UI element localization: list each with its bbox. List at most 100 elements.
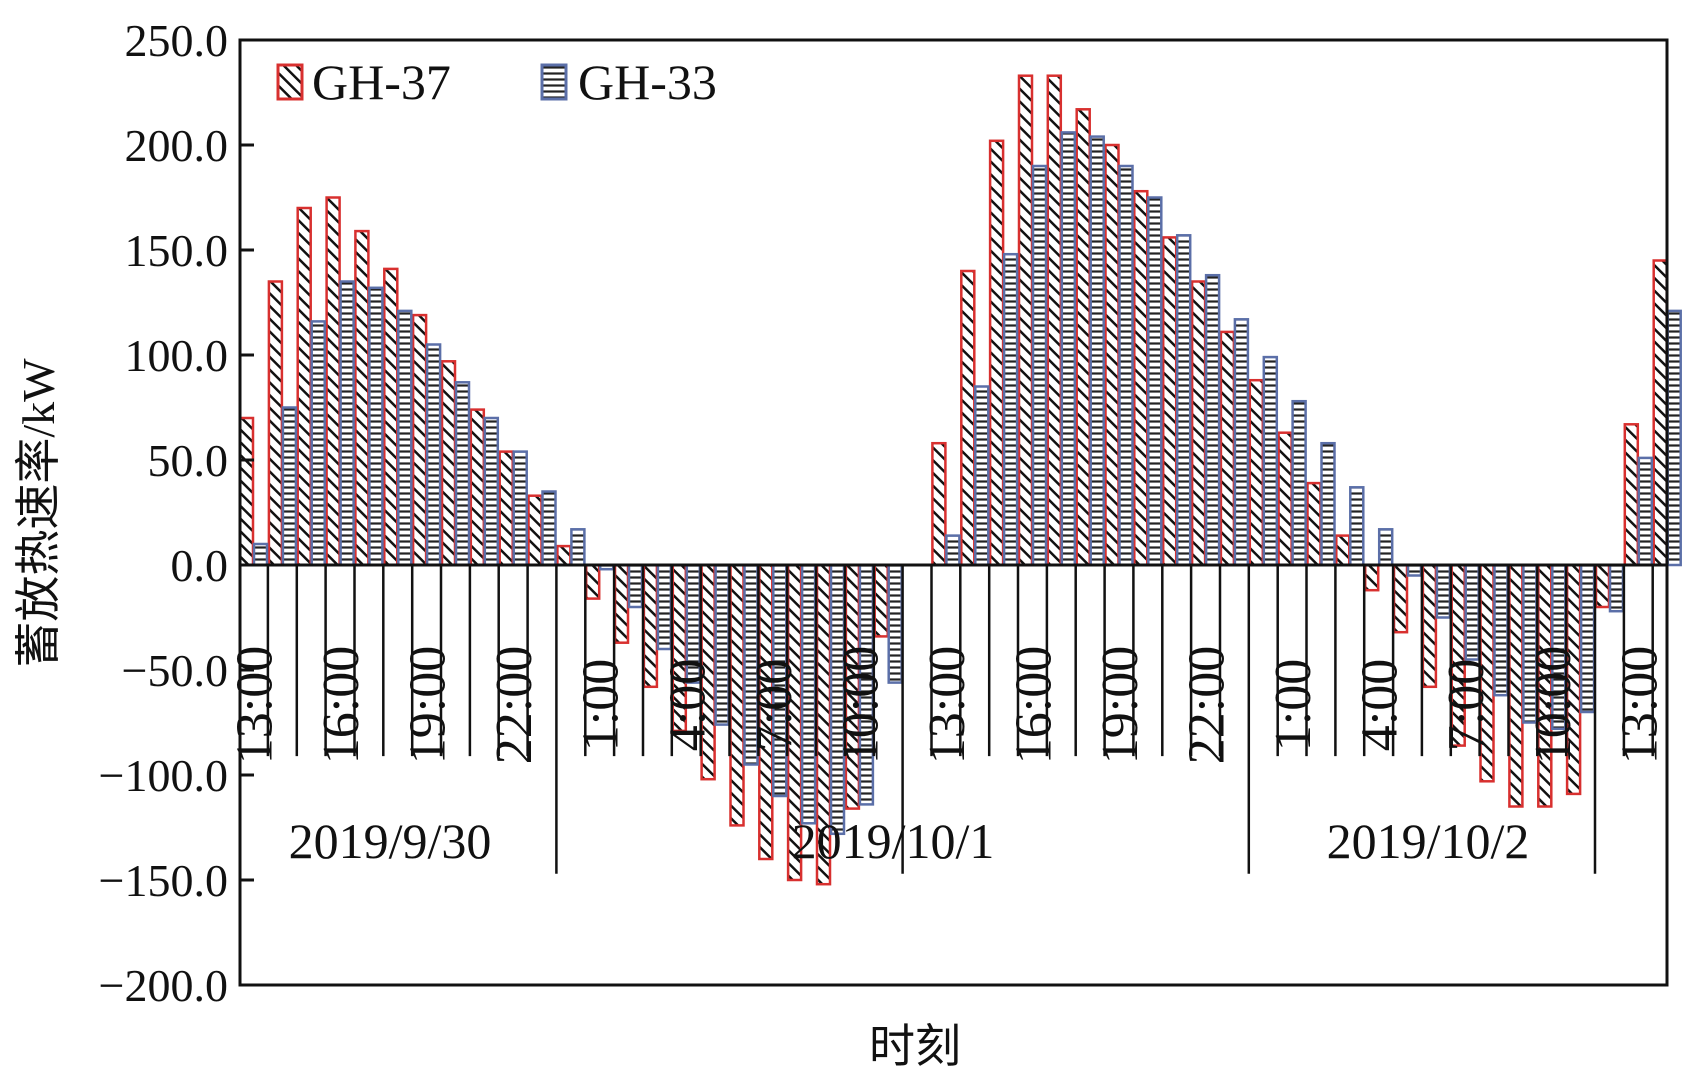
bar-gh-33	[945, 534, 961, 567]
bar-gh-37	[1508, 563, 1524, 808]
bar-gh-37	[960, 269, 976, 567]
bar-gh-37	[469, 408, 486, 567]
y-axis: 250.0 200.0 150.0 100.0 50.0 0.0 −50.0 −100.0 −1…	[99, 15, 254, 1011]
bar-gh-37	[1335, 534, 1351, 567]
x-tick-label: 13:00	[919, 646, 976, 764]
x-axis-title: 时刻	[869, 1021, 961, 1072]
bar-gh-33	[714, 563, 730, 726]
bar-gh-37	[527, 494, 543, 567]
bar-gh-33	[887, 563, 903, 684]
bar-gh-37	[498, 450, 514, 567]
x-tick-label: 19:00	[1092, 646, 1149, 764]
legend-label-gh37: GH-37	[312, 54, 451, 110]
bar-gh-37	[729, 563, 745, 827]
bar-gh-33	[1579, 563, 1596, 714]
bar-gh-33	[368, 286, 384, 567]
x-tick-label: 1:00	[1265, 659, 1322, 751]
bar-gh-37	[1306, 481, 1322, 567]
bar-gh-37	[325, 196, 341, 567]
x-tick-label: 13:00	[1611, 646, 1668, 764]
bar-gh-37	[584, 563, 601, 600]
bar-gh-33	[656, 563, 673, 651]
bar-group	[238, 74, 1682, 886]
bar-gh-33	[252, 542, 269, 567]
x-tick-label: 10:00	[832, 646, 889, 764]
bar-gh-33	[627, 563, 644, 609]
x-tick-label: 4:00	[659, 659, 716, 751]
bar-gh-33	[1204, 273, 1221, 567]
x-tick-label: 16:00	[1006, 646, 1063, 764]
legend: GH-37 GH-33	[276, 54, 717, 110]
bar-gh-33	[425, 343, 442, 567]
bar-gh-37	[642, 563, 659, 689]
bar-gh-37	[1652, 259, 1668, 567]
y-tick-label: −100.0	[99, 750, 228, 801]
bar-gh-37	[1190, 280, 1207, 567]
plot-frame	[238, 38, 1669, 987]
bar-gh-33	[512, 450, 528, 567]
x-tick-label: 22:00	[486, 646, 543, 764]
bar-gh-37	[556, 544, 572, 567]
legend-swatch-gh33	[540, 63, 568, 101]
bar-gh-33	[1031, 164, 1048, 567]
bar-gh-33	[1637, 456, 1654, 567]
y-tick-label: 150.0	[125, 225, 229, 276]
date-label-2: 2019/10/1	[792, 813, 995, 869]
bar-gh-37	[613, 563, 630, 644]
bar-gh-37	[873, 563, 889, 638]
date-label-3: 2019/10/2	[1327, 813, 1530, 869]
bar-gh-33	[1464, 563, 1480, 661]
bar-gh-37	[1046, 74, 1063, 567]
bar-gh-37	[383, 267, 399, 567]
bar-gh-37	[1219, 330, 1236, 567]
y-tick-label: −200.0	[99, 960, 228, 1011]
y-tick-label: 100.0	[125, 330, 229, 381]
bar-gh-33	[483, 416, 500, 567]
bar-gh-37	[1161, 236, 1178, 567]
bar-gh-33	[1320, 441, 1336, 567]
bar-gh-37	[1104, 143, 1120, 567]
y-tick-label: −150.0	[99, 855, 228, 906]
bar-gh-33	[1406, 563, 1423, 577]
bar-gh-37	[238, 416, 255, 567]
bar-gh-33	[1349, 486, 1365, 567]
bar-gh-37	[296, 206, 312, 567]
bar-gh-33	[1175, 234, 1192, 567]
bar-gh-37	[440, 360, 457, 567]
bar-gh-37	[1248, 378, 1265, 567]
bar-gh-33	[1493, 563, 1509, 697]
y-tick-label: 250.0	[125, 15, 229, 66]
bar-gh-37	[1017, 74, 1034, 567]
bar-gh-33	[1147, 196, 1163, 567]
x-tick-label: 19:00	[400, 646, 457, 764]
bar-gh-33	[974, 385, 990, 567]
bar-gh-33	[541, 490, 557, 567]
bar-gh-37	[931, 441, 947, 567]
bar-gh-33	[1002, 252, 1019, 567]
bar-gh-37	[1277, 431, 1293, 567]
x-tick-label: 7:00	[1438, 659, 1495, 751]
bar-gh-37	[1075, 108, 1091, 567]
bar-gh-33	[800, 563, 817, 825]
bar-gh-33	[1089, 135, 1105, 567]
bar-gh-37	[1421, 563, 1438, 689]
bar-gh-33	[1435, 563, 1452, 619]
y-tick-label: 0.0	[171, 540, 229, 591]
bar-gh-37	[1363, 563, 1380, 592]
date-label-1: 2019/9/30	[289, 813, 492, 869]
bar-gh-37	[1594, 563, 1611, 609]
bar-gh-33	[1262, 355, 1279, 567]
x-tick-label: 4:00	[1352, 659, 1409, 751]
bar-gh-37	[267, 280, 284, 567]
x-tick-label: 22:00	[1179, 646, 1236, 764]
bar-gh-33	[1060, 131, 1077, 567]
y-axis-title: 蓄放热速率/kW	[13, 358, 64, 668]
bar-gh-37	[411, 313, 428, 567]
legend-swatch-gh37	[276, 63, 304, 101]
x-axis-separators	[240, 563, 1667, 874]
bar-gh-33	[339, 280, 355, 567]
bar-gh-37	[988, 139, 1005, 567]
x-tick-label: 7:00	[746, 659, 803, 751]
bar-gh-33	[1608, 563, 1625, 613]
bar-gh-33	[1666, 309, 1682, 567]
